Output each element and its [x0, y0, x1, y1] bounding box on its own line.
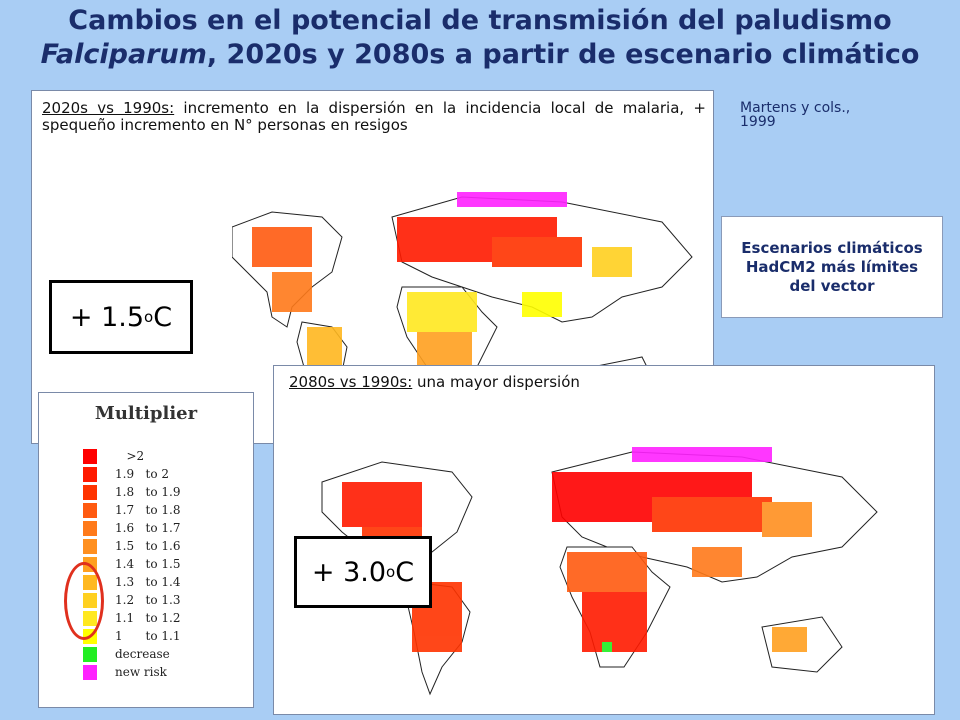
legend-label: 1.5 to 1.6	[115, 539, 181, 553]
legend-label: decrease	[115, 647, 170, 661]
legend-label: 1.7 to 1.8	[115, 503, 181, 517]
legend-label: 1.6 to 1.7	[115, 521, 181, 535]
legend-label: 1.8 to 1.9	[115, 485, 181, 499]
legend-swatch	[83, 647, 97, 662]
caption-2020s: 2020s vs 1990s: incremento en la dispers…	[42, 100, 706, 134]
source-citation: Martens y cols., 1999	[740, 101, 850, 129]
scenario-note: Escenarios climáticos HadCM2 más límites…	[721, 216, 943, 318]
legend-swatch	[83, 503, 97, 518]
legend-label: 1.1 to 1.2	[115, 611, 181, 625]
legend-label: 1.2 to 1.3	[115, 593, 181, 607]
legend-label: 1.4 to 1.5	[115, 557, 181, 571]
legend-swatch	[83, 521, 97, 536]
world-map-2080s	[321, 447, 878, 696]
temperature-2080s-unit: C	[395, 556, 415, 588]
title-line-1: Cambios en el potencial de transmisión d…	[68, 5, 892, 36]
multiplier-legend: Multiplier >2 1.9 to 2 1.8 to 1.9 1.7 to 1.…	[38, 392, 254, 708]
temperature-2020s-degree: o	[144, 308, 154, 326]
map-panel-2080s: 2080s vs 1990s: una mayor dispersión + 3…	[273, 365, 935, 715]
legend-label: 1 to 1.1	[115, 629, 181, 643]
legend-swatch	[83, 665, 97, 680]
caption-2020s-label: 2020s vs 1990s:	[42, 99, 175, 117]
legend-label: >2	[115, 449, 145, 463]
legend-swatch	[83, 539, 97, 554]
caption-2020s-text: incremento en la dispersión en la incide…	[42, 99, 706, 134]
legend-swatch	[83, 485, 97, 500]
temperature-2080s-value: + 3.0	[311, 556, 387, 588]
caption-2080s-text: una mayor dispersión	[412, 373, 580, 391]
title-italic-species: Falciparum	[40, 39, 207, 70]
caption-2080s: 2080s vs 1990s: una mayor dispersión	[289, 374, 580, 391]
source-line-1: Martens y cols.,	[740, 100, 851, 116]
temperature-2020s-unit: C	[153, 301, 173, 333]
highlight-circle	[64, 562, 104, 640]
legend-label: 1.9 to 2	[115, 467, 170, 481]
temperature-box-2020s: + 1.5 o C	[49, 280, 193, 354]
temperature-box-2080s: + 3.0 o C	[294, 536, 432, 608]
caption-2080s-label: 2080s vs 1990s:	[289, 373, 413, 391]
legend-swatch	[83, 467, 97, 482]
legend-label: new risk	[115, 665, 167, 679]
legend-label: 1.3 to 1.4	[115, 575, 181, 589]
title-line-2-rest: , 2020s y 2080s a partir de escenario cl…	[206, 39, 920, 70]
source-line-2: 1999	[740, 114, 776, 130]
temperature-2080s-degree: o	[386, 563, 396, 581]
temperature-2020s-value: + 1.5	[69, 301, 145, 333]
title-line-2: Falciparum, 2020s y 2080s a partir de es…	[0, 38, 960, 72]
slide-title: Cambios en el potencial de transmisión d…	[0, 4, 960, 72]
legend-swatch	[83, 449, 97, 464]
legend-title: Multiplier	[94, 403, 198, 424]
